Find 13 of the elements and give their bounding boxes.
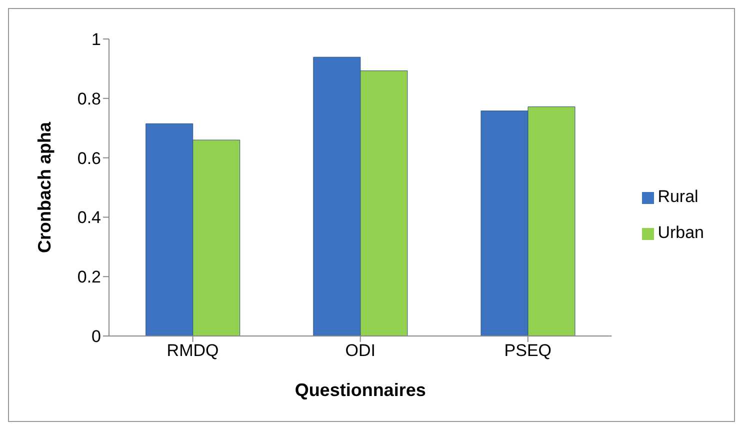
y-axis-title: Cronbach apha bbox=[34, 121, 54, 254]
y-tick-label: 0.6 bbox=[77, 148, 101, 168]
x-tick-label: RMDQ bbox=[166, 341, 219, 360]
x-tick-label: PSEQ bbox=[504, 341, 552, 360]
y-tick-label: 0.8 bbox=[77, 89, 101, 108]
legend-label: Urban bbox=[658, 223, 704, 242]
y-tick-label: 1 bbox=[92, 30, 101, 50]
x-tick-label: ODI bbox=[345, 341, 376, 360]
y-tick-label: 0 bbox=[92, 327, 101, 346]
y-tick-label: 0.4 bbox=[77, 208, 101, 228]
legend-label: Rural bbox=[658, 187, 698, 206]
y-tick-label: 0.2 bbox=[77, 268, 101, 287]
x-axis-title: Questionnaires bbox=[294, 380, 426, 400]
